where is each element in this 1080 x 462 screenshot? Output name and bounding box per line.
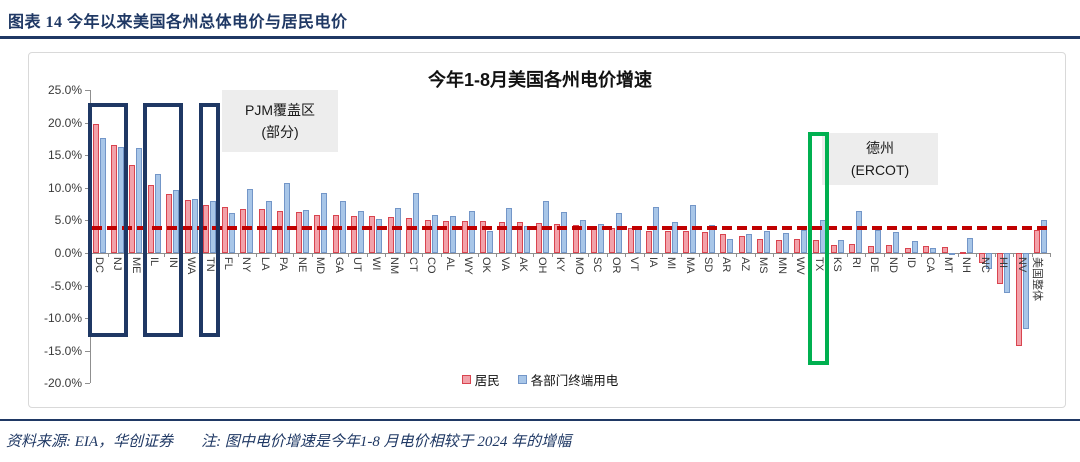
caption-divider — [0, 36, 1080, 39]
footer-note: 资料来源: EIA，华创证券 注: 图中电价增速是今年1-8 月电价相较于 202… — [6, 430, 1076, 451]
annotation-ercot-box: 德州 (ERCOT) — [822, 133, 938, 185]
figure-caption: 图表 14 今年以来美国各州总体电价与居民电价 — [8, 14, 348, 31]
legend-item-居民[interactable]: 居民 — [461, 370, 500, 389]
footer-remark: 注: 图中电价增速是今年1-8 月电价相较于 2024 年的增幅 — [201, 434, 572, 450]
legend-label: 居民 — [474, 374, 500, 388]
chart-title: 今年1-8月美国各州电价增速 — [427, 70, 652, 90]
footer-source: 资料来源: EIA，华创证券 — [6, 434, 174, 450]
legend-label: 各部门终端用电 — [530, 374, 619, 388]
annotation-pjm-line1: PJM覆盖区 — [245, 102, 315, 119]
legend-item-各部门终端用电[interactable]: 各部门终端用电 — [517, 370, 619, 389]
legend-swatch-icon — [517, 375, 527, 384]
annotation-pjm-box: PJM覆盖区 (部分) — [222, 90, 338, 152]
chart-frame — [28, 52, 1066, 408]
legend-swatch-icon — [461, 375, 471, 384]
annotation-ercot-line2: (ERCOT) — [850, 161, 910, 178]
footer-divider — [0, 419, 1080, 421]
chart-legend: 居民 各部门终端用电 — [0, 370, 1080, 389]
annotation-pjm-line2: (部分) — [261, 123, 299, 140]
annotation-ercot-line1: 德州 — [866, 140, 894, 157]
